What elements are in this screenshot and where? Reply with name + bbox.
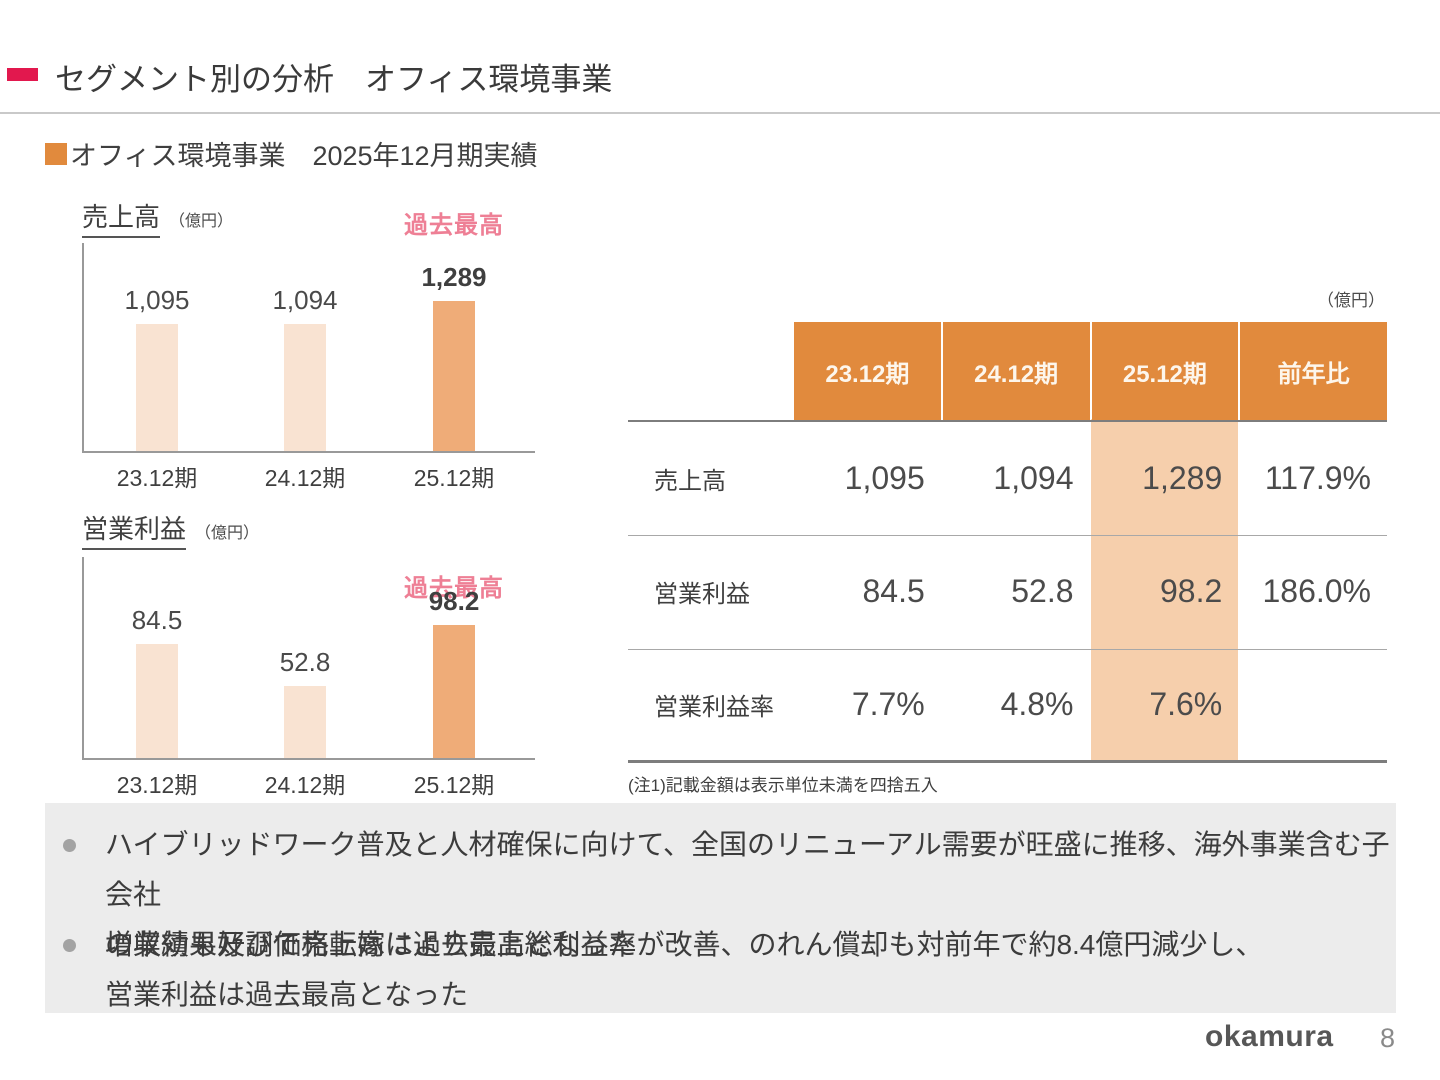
row-divider — [628, 649, 1387, 650]
table-body: 売上高 1,095 1,094 1,289 117.9% 営業利益 84.5 5… — [628, 422, 1387, 760]
title-accent-bar-icon — [7, 68, 38, 81]
bullet-line: の業績も好調で売上高は過去最高となった — [105, 929, 637, 960]
x-axis-tick-label: 25.12期 — [413, 465, 495, 491]
x-axis-tick-label: 23.12期 — [116, 465, 198, 491]
row-label: 営業利益率 — [654, 693, 774, 721]
bullet-text: ハイブリッドワーク普及と人材確保に向けて、全国のリニューアル需要が旺盛に推移、海… — [105, 820, 1396, 970]
chart-title: 営業利益 — [82, 509, 187, 550]
chart-plot-area: 1,095 1,094 1,289 23.12期 24.12期 25.12期 — [82, 243, 535, 491]
column-header: 23.12期 — [794, 322, 941, 420]
bullet-line: 増収効果及び価格転嫁により売上総利益率が改善、のれん償却も対前年で約8.4億円減… — [105, 929, 1264, 960]
bar — [433, 625, 475, 758]
table-row: 営業利益 84.5 52.8 98.2 186.0% — [628, 534, 1387, 648]
bar — [284, 686, 326, 758]
bar — [284, 324, 326, 451]
header-divider — [0, 112, 1440, 114]
bar-value-label: 1,095 — [124, 285, 190, 315]
table-cell: 7.6% — [1149, 685, 1223, 722]
x-axis-tick-label: 23.12期 — [116, 772, 198, 798]
table-cell: 117.9% — [1264, 459, 1371, 496]
table-header-row: 23.12期 24.12期 25.12期 前年比 — [628, 322, 1387, 420]
row-divider — [628, 535, 1387, 536]
sales-bar-chart: 売上高 （億円） 過去最高 1,095 1,094 1,289 23.12期 2… — [82, 197, 552, 497]
results-table: （億円） 23.12期 24.12期 25.12期 前年比 売上高 1,095 … — [628, 291, 1387, 795]
column-header: 25.12期 — [1091, 322, 1239, 420]
table-cell: 186.0% — [1262, 572, 1371, 609]
bullet-line: ハイブリッドワーク普及と人材確保に向けて、全国のリニューアル需要が旺盛に推移、海… — [105, 829, 1390, 910]
bullet-dot-icon — [63, 839, 76, 852]
highlight-column-overlay — [1091, 419, 1238, 762]
column-header: 24.12期 — [942, 322, 1090, 420]
table-row: 売上高 1,095 1,094 1,289 117.9% — [628, 422, 1387, 534]
orange-square-icon — [45, 142, 67, 165]
table-cell: 4.8% — [1000, 685, 1074, 722]
bar-value-label: 52.8 — [279, 647, 331, 677]
table-footnote: (注1)記載金額は表示単位未満を四捨五入 — [628, 776, 938, 795]
bullet-item: 増収効果及び価格転嫁により売上総利益率が改善、のれん償却も対前年で約8.4億円減… — [45, 920, 1396, 1020]
row-label: 売上高 — [654, 467, 726, 495]
chart-unit-label: （億円） — [195, 525, 260, 542]
page-title: セグメント別の分析 オフィス環境事業 — [55, 62, 613, 97]
bar — [136, 644, 178, 758]
bullet-line: 営業利益は過去最高となった — [105, 979, 469, 1010]
table-cell: 52.8 — [1011, 572, 1074, 609]
okamura-logo: okamura — [1205, 1020, 1334, 1053]
bullet-text: 増収効果及び価格転嫁により売上総利益率が改善、のれん償却も対前年で約8.4億円減… — [105, 920, 1396, 1020]
x-axis-tick-label: 24.12期 — [264, 465, 346, 491]
table-cell: 7.7% — [851, 685, 925, 722]
page-number: 8 — [1380, 1023, 1396, 1053]
row-label: 営業利益 — [654, 580, 750, 608]
bar-value-label: 1,094 — [272, 285, 338, 315]
bar — [136, 324, 178, 451]
table-header-spacer — [628, 322, 792, 420]
table-header-underline — [628, 420, 1387, 422]
bar-value-label: 1,289 — [421, 262, 487, 292]
section-subtitle-label: オフィス環境事業 2025年12月期実績 — [70, 141, 538, 171]
table-row: 営業利益率 7.7% 4.8% 7.6% — [628, 648, 1387, 760]
chart-title-row: 営業利益 （億円） — [82, 509, 259, 550]
record-high-badge: 過去最高 — [404, 575, 504, 602]
table-cell: 84.5 — [862, 572, 925, 609]
table-cell: 1,095 — [844, 459, 925, 496]
chart-plot-area: 84.5 52.8 98.2 23.12期 24.12期 25.12期 — [82, 557, 535, 798]
section-subtitle: オフィス環境事業 2025年12月期実績 — [45, 134, 538, 173]
summary-box: ハイブリッドワーク普及と人材確保に向けて、全国のリニューアル需要が旺盛に推移、海… — [45, 803, 1396, 1013]
operating-profit-bar-chart: 営業利益 （億円） 過去最高 84.5 52.8 98.2 23.12期 24.… — [82, 509, 552, 809]
bullet-item: ハイブリッドワーク普及と人材確保に向けて、全国のリニューアル需要が旺盛に推移、海… — [45, 820, 1396, 970]
table-cell: 1,094 — [993, 459, 1074, 496]
record-high-badge: 過去最高 — [404, 212, 504, 239]
chart-title-row: 売上高 （億円） — [82, 197, 233, 238]
x-axis-tick-label: 25.12期 — [413, 772, 495, 798]
table-bottom-line — [628, 760, 1387, 763]
chart-title: 売上高 — [82, 197, 161, 238]
bar-value-label: 98.2 — [428, 586, 480, 616]
table-cell: 1,289 — [1142, 459, 1223, 496]
table-cell: 98.2 — [1159, 572, 1223, 609]
bar — [433, 301, 475, 451]
bar-value-label: 84.5 — [131, 605, 183, 635]
table-unit-label: （億円） — [1317, 291, 1385, 310]
x-axis-tick-label: 24.12期 — [264, 772, 346, 798]
column-header: 前年比 — [1240, 322, 1387, 420]
bullet-dot-icon — [63, 939, 76, 952]
chart-unit-label: （億円） — [169, 213, 234, 230]
